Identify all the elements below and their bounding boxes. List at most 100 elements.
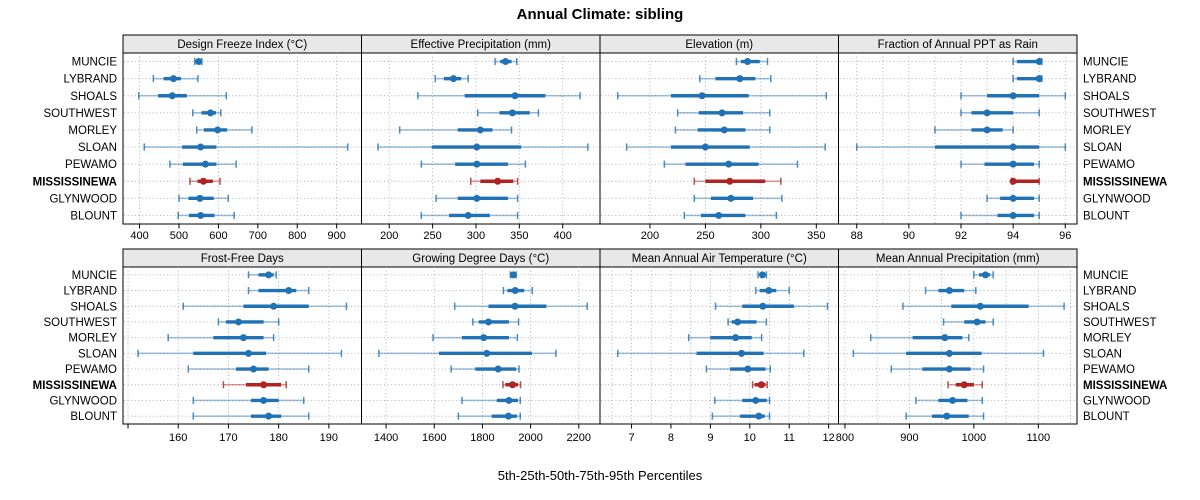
median-dot [201,160,209,168]
series-row-sloan [616,349,805,357]
axis-tick-label: 1600 [422,432,446,444]
median-dot [214,126,222,134]
series-row-shoals [902,302,1065,310]
row-label-left-southwest: SOUTHWEST [44,108,117,120]
strip-title-effective-precipitation: Effective Precipitation (mm) [411,39,552,51]
series-row-pewamo [960,160,1040,168]
series-row-sloan [137,349,343,357]
median-dot [168,92,176,100]
series-row-glynwood [915,396,983,405]
row-label-left-glynwood: GLYNWOOD [49,193,117,205]
median-dot [169,75,177,83]
series-row-muncie [494,57,518,66]
series-row-muncie [247,271,277,279]
row-label-left-morley: MORLEY [68,125,117,137]
median-dot [1009,211,1017,219]
median-dot [701,143,709,151]
median-dot [449,75,457,83]
median-dot [765,287,773,295]
series-row-lybrand [434,75,469,83]
series-row-lybrand [502,286,534,295]
series-row-pewamo [450,365,520,373]
row-label-left-sloan: SLOAN [78,348,117,360]
row-label-left-lybrand: LYBRAND [64,74,117,86]
series-row-glynwood [693,194,783,202]
axis-tick-label: 1400 [374,432,398,444]
series-row-shoals [138,92,228,100]
row-label-left-glynwood: GLYNWOOD [49,395,117,407]
series-row-morley [432,334,519,342]
series-row-lybrand [1012,75,1043,83]
axis-tick-label: 250 [696,230,714,242]
series-row-sloan [378,349,557,357]
axis-tick-label: 1100 [1026,432,1050,444]
series-row-lybrand [152,75,199,83]
series-row-mississinewa [470,177,519,185]
row-label-right-blount: BLOUNT [1083,210,1130,222]
series-row-muncie [509,271,517,279]
axis-tick-label: 800 [288,230,306,242]
panel-frost-free-days: Frost-Free Days 160 170 180 190 [122,248,362,444]
series-row-muncie [1012,57,1043,66]
median-dot [973,318,981,326]
median-dot [983,126,991,134]
axis-tick-label: 900 [327,230,345,242]
series-row-shoals [417,92,581,100]
row-label-right-sloan: SLOAN [1083,348,1122,360]
median-dot [511,287,519,295]
row-label-left-muncie: MUNCIE [72,57,118,69]
strip-title-mean-annual-precipitation: Mean Annual Precipitation (mm) [876,253,1040,265]
panel-box-effective-precipitation [361,52,601,225]
median-dot [732,334,740,342]
median-dot [511,92,519,100]
median-dot [715,211,723,219]
series-row-pewamo [169,160,237,168]
strip-title-growing-degree-days: Growing Degree Days (°C) [412,253,549,265]
median-dot [234,318,242,326]
axis-tick-label: 350 [510,230,528,242]
panel-mean-annual-air-temperature: Mean Annual Air Temperature (°C) 7 8 9 10 11 1… [599,248,839,444]
series-row-southwest [960,109,1040,117]
row-label-left-lybrand: LYBRAND [64,286,117,298]
series-row-southwest [217,318,280,326]
median-dot [464,211,472,219]
median-dot [945,365,953,373]
axis-tick-label: 700 [249,230,267,242]
axis-tick-label: 96 [1059,230,1071,242]
median-dot [945,287,953,295]
strip-title-mean-annual-air-temperature: Mean Annual Air Temperature (°C) [632,253,807,265]
series-row-lybrand [247,286,310,295]
median-dot [207,109,215,117]
median-dot [476,126,484,134]
series-row-muncie [757,271,768,279]
median-dot [509,381,517,389]
median-dot [960,381,968,389]
median-dot [981,271,989,279]
row-label-left-blount: BLOUNT [70,210,117,222]
axis-tick-label: 88 [851,230,863,242]
axis-tick-label: 800 [836,432,854,444]
median-dot [494,177,502,185]
series-row-blount [711,412,771,420]
median-dot [1009,177,1017,185]
row-label-right-pewamo: PEWAMO [1083,159,1135,171]
median-dot [196,194,204,202]
row-label-right-lybrand: LYBRAND [1083,74,1136,86]
row-label-left-mississinewa: MISSISSINEWA [33,380,117,392]
median-dot [727,194,735,202]
median-dot [509,271,517,279]
series-row-shoals [714,302,829,310]
median-dot [285,287,293,295]
series-row-mississinewa [189,177,221,185]
axis-tick-label: 2200 [567,432,591,444]
row-label-right-muncie: MUNCIE [1083,57,1129,69]
median-dot [734,318,742,326]
row-label-right-muncie: MUNCIE [1083,270,1129,282]
axis-tick-label: 300 [467,230,485,242]
median-dot [250,365,258,373]
axis-tick-label: 500 [170,230,188,242]
panel-fraction-annual-ppt-as-rain: Fraction of Annual PPT as Rain 88 90 92 94 96 [838,34,1078,242]
row-label-right-glynwood: GLYNWOOD [1083,395,1151,407]
series-row-glynwood [178,194,230,202]
